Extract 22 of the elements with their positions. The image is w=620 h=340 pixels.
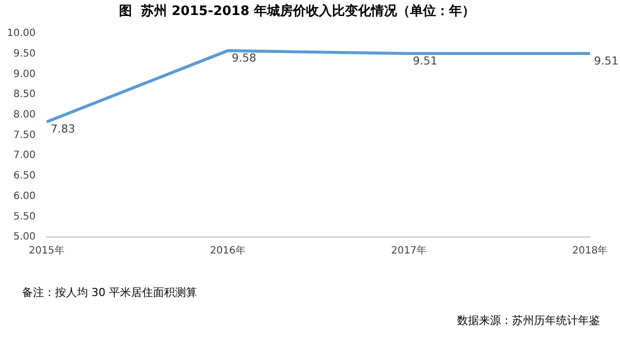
x-tick-label: 2018年: [572, 244, 608, 257]
y-tick-label: 8.50: [13, 89, 36, 100]
x-tick-label: 2016年: [210, 244, 246, 257]
chart-title: 图 苏州 2015-2018 年城房价收入比变化情况（单位：年）: [119, 3, 475, 20]
y-tick-label: 10.00: [6, 28, 36, 40]
y-tick-label: 6.50: [13, 170, 36, 182]
data-label: 9.58: [232, 52, 256, 65]
x-tick-label: 2017年: [391, 244, 427, 257]
y-tick-label: 9.00: [13, 68, 36, 80]
data-label: 9.51: [594, 54, 618, 68]
y-tick-label: 7.00: [13, 150, 36, 162]
y-tick-label: 8.00: [13, 110, 36, 121]
y-tick-label: 5.00: [13, 232, 36, 243]
data-label: 9.51: [412, 54, 438, 68]
text: 备注：按人均 30 平米居住面积测算: [22, 285, 197, 300]
y-tick-label: 6.00: [13, 190, 36, 202]
y-tick-label: 9.50: [13, 48, 36, 60]
y-tick-label: 7.50: [13, 130, 36, 141]
data-label: 7.83: [50, 122, 76, 136]
source-note: 数据来源：苏州历年统计年鉴: [457, 313, 600, 328]
x-tick-label: 2015年: [28, 244, 64, 257]
y-tick-label: 5.50: [13, 211, 36, 222]
